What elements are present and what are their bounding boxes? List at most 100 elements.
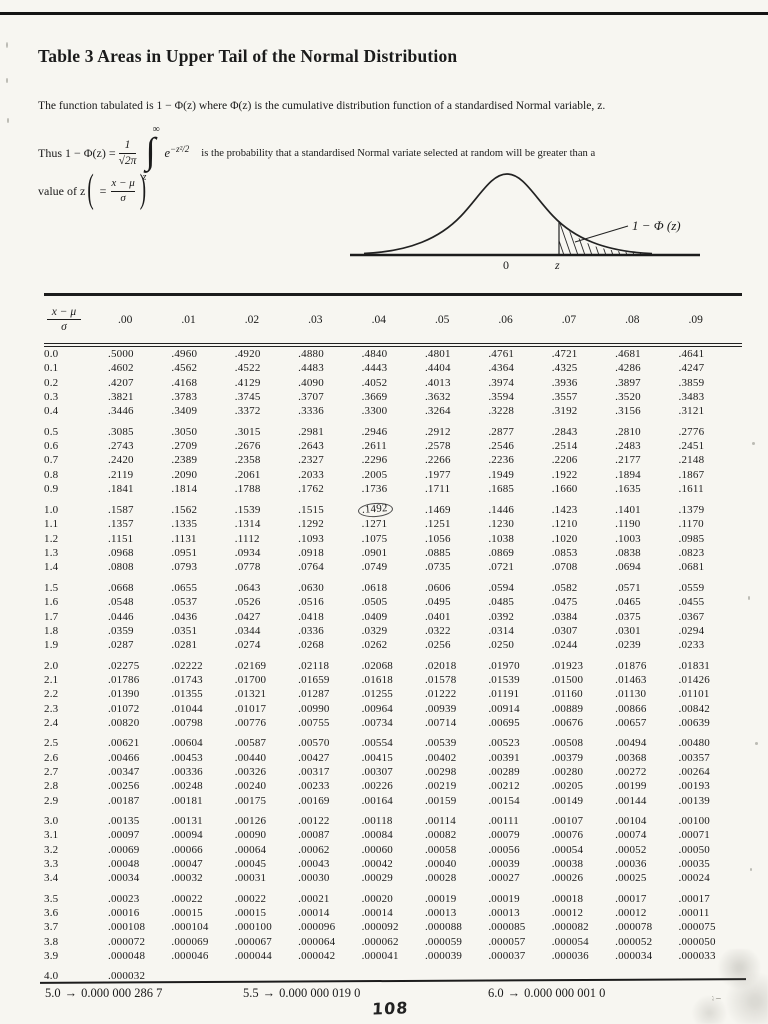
row-label: 1.8 bbox=[44, 624, 59, 637]
table-cell: .00523 bbox=[488, 737, 520, 750]
table-cell: .0287 bbox=[108, 639, 134, 652]
table-cell: .00097 bbox=[108, 829, 140, 842]
table-cell: .02222 bbox=[171, 659, 203, 672]
table-cell: .000036 bbox=[551, 950, 589, 963]
table-cell: .00015 bbox=[234, 907, 267, 920]
table-cell: .0537 bbox=[171, 596, 198, 609]
table-cell: .00131 bbox=[171, 814, 203, 827]
table-cell: .4052 bbox=[361, 376, 388, 389]
table-row: 3.1 .00097 .00094 .00090 .00087 .00084 .00082.… bbox=[44, 828, 742, 842]
table-cell: .00820 bbox=[108, 716, 140, 729]
table-cell: .00842 bbox=[678, 702, 710, 715]
table-cell: .0735 bbox=[424, 561, 451, 574]
table-cell: .1867 bbox=[678, 468, 705, 481]
table-cell: .00453 bbox=[171, 751, 203, 764]
table-cell: .4761 bbox=[488, 348, 515, 360]
row-label: 2.9 bbox=[44, 794, 59, 807]
close-paren: ) bbox=[139, 167, 147, 213]
table-cell: .01500 bbox=[551, 673, 584, 686]
table-cell: .0764 bbox=[298, 561, 324, 574]
table-cell: .00022 bbox=[234, 892, 267, 905]
table-cell: .3859 bbox=[678, 376, 705, 389]
row-label: 0.9 bbox=[44, 483, 59, 496]
table-cell: .0968 bbox=[108, 547, 134, 560]
formula-line: Thus 1 − Φ(z) = 1 √2π ∞ ∫ z e−z²/2 is th… bbox=[38, 124, 595, 183]
footnote-z: 6.0 bbox=[488, 986, 504, 1000]
footnote-entry: 5.5 → 0.000 000 019 0 bbox=[243, 986, 360, 1001]
table-cell: .00048 bbox=[108, 858, 140, 870]
table-cell: .00144 bbox=[615, 794, 647, 807]
table-cell: .1056 bbox=[424, 532, 451, 545]
table-cell: .00964 bbox=[361, 702, 394, 715]
table-cell: .1314 bbox=[234, 518, 261, 531]
fraction-denominator: √2π bbox=[118, 154, 137, 167]
table-cell: .1492 bbox=[357, 502, 425, 519]
table-cell: .000046 bbox=[171, 950, 209, 963]
table-cell: .0823 bbox=[678, 547, 705, 560]
table-cell: .02118 bbox=[298, 659, 330, 672]
table-cell: .00047 bbox=[171, 858, 203, 870]
table-cell: .4681 bbox=[615, 348, 641, 360]
table-cell: .01255 bbox=[361, 688, 394, 701]
table-cell: .00045 bbox=[234, 858, 267, 870]
table-cell: .000048 bbox=[108, 950, 146, 963]
table-row: 0.0 .5000 .4960 .4920 .4880 .4840 .4801 .4761 .4… bbox=[44, 345, 742, 361]
table-cell: .00508 bbox=[551, 737, 584, 750]
table-row: 3.9 .000048 .000046 .000044 .000042 .000041 .0… bbox=[44, 949, 742, 963]
table-cell: .00212 bbox=[488, 780, 520, 793]
arrow-glyph: → bbox=[507, 986, 521, 1000]
table-cell: .1003 bbox=[615, 532, 641, 545]
table-cell: .4562 bbox=[171, 362, 198, 375]
row-label: 2.4 bbox=[44, 716, 59, 729]
table-cell: .01831 bbox=[678, 659, 710, 672]
footnote-value: 0.000 000 019 0 bbox=[279, 986, 361, 1000]
table-cell: .1922 bbox=[551, 468, 578, 481]
circled-value-annotation: .1492 bbox=[357, 502, 393, 519]
table-cell: .00027 bbox=[488, 872, 520, 885]
table-cell: .00914 bbox=[488, 702, 520, 715]
table-cell: .0606 bbox=[424, 581, 451, 594]
table-cell: .000034 bbox=[615, 950, 653, 963]
table-cell: .00012 bbox=[551, 907, 584, 920]
table-cell: .00029 bbox=[361, 872, 394, 885]
row-label: 0.6 bbox=[44, 440, 59, 453]
table-cell: .01160 bbox=[551, 688, 583, 701]
col-header: .03 bbox=[298, 294, 362, 347]
row-label: 3.5 bbox=[44, 892, 59, 905]
table-cell: .0351 bbox=[171, 624, 198, 637]
table-cell: .00219 bbox=[424, 780, 457, 793]
table-row: 2.5 .00621 .00604 .00587 .00570 .00554 .00539.… bbox=[44, 736, 742, 750]
table-cell: .1611 bbox=[678, 483, 704, 496]
table-cell: .01700 bbox=[234, 673, 267, 686]
table-cell: .00034 bbox=[108, 872, 140, 885]
table-cell: .02169 bbox=[234, 659, 267, 672]
table-row: 4.0 .000032 bbox=[44, 969, 742, 983]
corner-header: x − μ σ bbox=[44, 294, 108, 347]
table-cell: .4364 bbox=[488, 362, 515, 375]
table-cell: .0446 bbox=[108, 610, 134, 623]
table-cell: .01191 bbox=[488, 688, 520, 701]
table-cell: .3228 bbox=[488, 405, 515, 418]
footnote-entry: 5.0 → 0.000 000 286 7 bbox=[45, 986, 162, 1001]
table-cell: .4840 bbox=[361, 348, 388, 360]
table-cell: .3520 bbox=[615, 391, 641, 404]
table-cell: .1251 bbox=[424, 518, 451, 531]
table-cell: .0918 bbox=[298, 547, 324, 560]
table-row: 2.0 .02275 .02222 .02169 .02118 .02068 .02018.… bbox=[44, 659, 742, 673]
table-row: 1.6 .0548 .0537 .0526 .0516 .0505 .0495 .0485 .0… bbox=[44, 595, 742, 609]
table-cell: .4801 bbox=[424, 348, 451, 360]
table-cell: .2296 bbox=[361, 454, 388, 467]
table-cell: .00570 bbox=[298, 737, 330, 750]
table-cell: .0885 bbox=[424, 547, 451, 560]
table-cell: .0548 bbox=[108, 596, 134, 609]
table-cell: .000044 bbox=[234, 950, 272, 963]
table-cell: .2546 bbox=[488, 440, 515, 453]
row-label: 1.5 bbox=[44, 581, 59, 594]
table-cell: .00154 bbox=[488, 794, 520, 807]
footnote-value: 0.000 000 286 7 bbox=[81, 986, 163, 1000]
table-cell: .4286 bbox=[615, 362, 641, 375]
table-cell: .00357 bbox=[678, 751, 710, 764]
table-cell: .3336 bbox=[298, 405, 324, 418]
table-cell: .4168 bbox=[171, 376, 198, 389]
table-cell: .3085 bbox=[108, 425, 134, 438]
